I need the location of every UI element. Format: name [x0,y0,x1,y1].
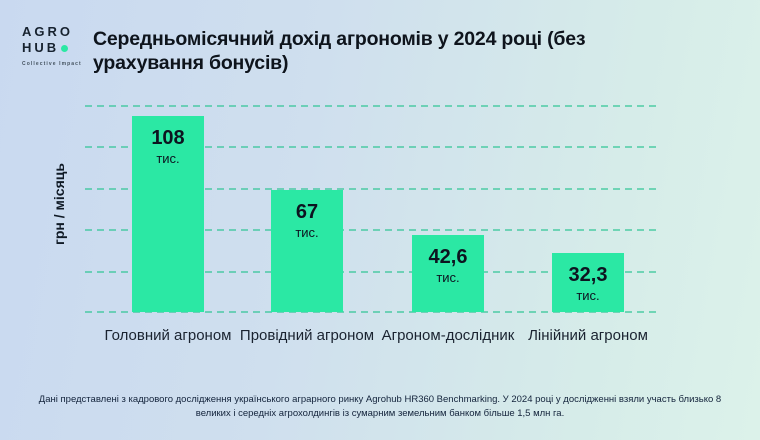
agrohub-logo: AGRO HUB Collective Impact [22,24,82,67]
footnote: Дані представлені з кадрового дослідженн… [0,393,760,422]
logo-text-agro: AGRO [22,24,82,40]
logo-word-agro: AGRO [22,24,73,39]
x-axis-labels: Головний агроном Провідний агроном Агрон… [85,326,661,370]
bar-ahronom-doslidnyk: 42,6 тис. [412,235,484,312]
bar-holovnyi-ahronom: 108 тис. [132,116,204,312]
gridline [85,270,661,273]
gridline-baseline [85,311,661,313]
logo-word-hub: HUB [22,40,60,56]
x-axis-label-holovnyi-ahronom: Головний агроном [104,327,232,344]
chart-title: Середньомісячний дохід агрономів у 2024 … [93,28,586,75]
bar-unit: тис. [156,151,180,166]
gridline [85,187,661,190]
bar-unit: тис. [576,288,600,303]
bar-value: 32,3 [568,264,608,286]
bar-value: 67 [295,201,319,223]
y-axis-label: грн / місяць [51,163,67,245]
gridline [85,146,661,149]
bar-liniinyi-ahronom: 32,3 тис. [552,253,624,312]
bar-providnyi-ahronom: 67 тис. [271,190,343,312]
bar-unit: тис. [436,270,460,285]
gridline [85,105,661,107]
bar-value: 42,6 [428,246,468,268]
footnote-text: Дані представлені з кадрового дослідженн… [38,393,722,420]
logo-dot-icon [61,44,69,52]
x-axis-label-ahronom-doslidnyk: Агроном-дослідник [381,327,515,344]
logo-text-hub: HUB [22,40,82,56]
x-axis-label-providnyi-ahronom: Провідний агроном [239,327,375,344]
logo-tagline: Collective Impact [22,60,82,67]
gridline [85,229,661,232]
plot-area: 108 тис. 67 тис. 42,6 тис. 32,3 тис. [85,105,661,313]
bar-value: 108 [151,127,185,149]
x-axis-label-liniinyi-ahronom: Лінійний агроном [528,327,648,344]
bar-unit: тис. [295,225,319,240]
